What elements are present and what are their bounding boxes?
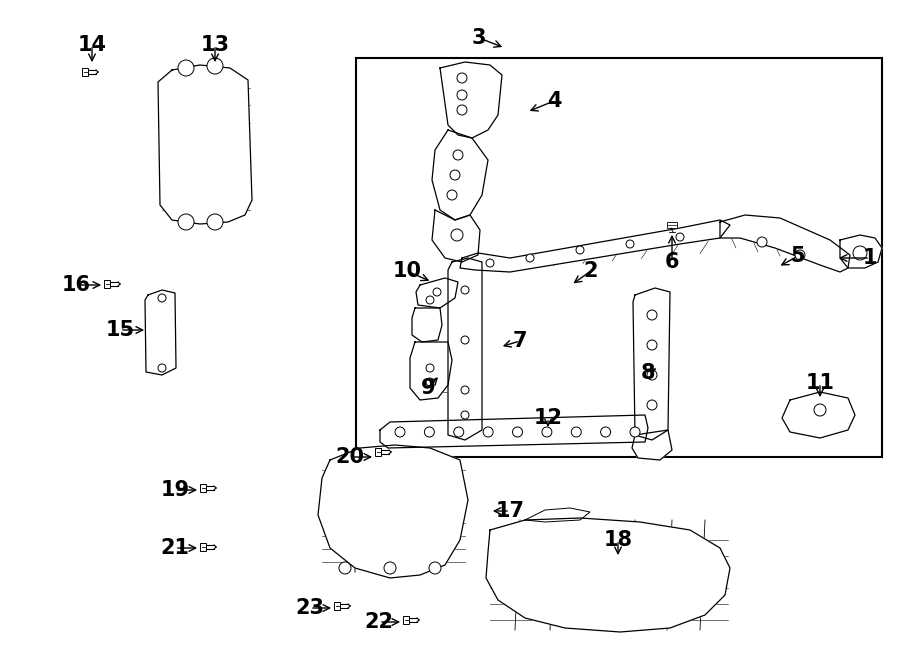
Circle shape	[461, 386, 469, 394]
Text: 14: 14	[77, 35, 106, 55]
Polygon shape	[158, 65, 252, 224]
Circle shape	[483, 427, 493, 437]
Circle shape	[486, 259, 494, 267]
Circle shape	[158, 294, 166, 302]
Text: 12: 12	[534, 408, 562, 428]
Polygon shape	[412, 308, 442, 342]
Text: 19: 19	[160, 480, 190, 500]
Circle shape	[433, 288, 441, 296]
Polygon shape	[525, 508, 590, 522]
Text: 11: 11	[806, 373, 834, 393]
Circle shape	[207, 58, 223, 74]
Bar	[375, 448, 381, 456]
Bar	[667, 222, 677, 228]
Polygon shape	[632, 430, 672, 460]
Text: 10: 10	[392, 261, 421, 281]
Circle shape	[757, 237, 767, 247]
Circle shape	[647, 340, 657, 350]
Text: 23: 23	[295, 598, 325, 618]
Circle shape	[384, 562, 396, 574]
Circle shape	[454, 427, 464, 437]
Text: 20: 20	[336, 447, 364, 467]
Circle shape	[451, 229, 463, 241]
Circle shape	[647, 400, 657, 410]
Polygon shape	[486, 518, 730, 632]
Circle shape	[425, 427, 435, 437]
Text: 7: 7	[513, 331, 527, 351]
Text: 22: 22	[364, 612, 393, 632]
Polygon shape	[440, 62, 502, 138]
Circle shape	[647, 310, 657, 320]
Circle shape	[426, 364, 434, 372]
Text: 8: 8	[641, 363, 655, 383]
Polygon shape	[416, 278, 458, 308]
Circle shape	[207, 214, 223, 230]
Bar	[200, 543, 205, 551]
Text: 1: 1	[863, 248, 878, 268]
Circle shape	[542, 427, 552, 437]
Circle shape	[426, 296, 434, 304]
Circle shape	[512, 427, 523, 437]
Text: 13: 13	[201, 35, 230, 55]
Circle shape	[526, 254, 534, 262]
Polygon shape	[432, 130, 488, 220]
Circle shape	[426, 378, 434, 386]
Circle shape	[630, 427, 640, 437]
Circle shape	[158, 364, 166, 372]
Circle shape	[626, 240, 634, 248]
Text: 17: 17	[496, 501, 525, 521]
Polygon shape	[840, 235, 882, 268]
Text: 5: 5	[791, 246, 806, 266]
Circle shape	[461, 411, 469, 419]
Polygon shape	[633, 288, 670, 440]
Circle shape	[395, 427, 405, 437]
Circle shape	[572, 427, 581, 437]
Text: 6: 6	[665, 252, 680, 272]
Polygon shape	[720, 215, 850, 272]
Polygon shape	[410, 342, 452, 400]
Polygon shape	[432, 210, 480, 262]
Circle shape	[339, 562, 351, 574]
Bar	[334, 602, 339, 610]
Bar	[104, 280, 110, 288]
Polygon shape	[380, 415, 648, 448]
Circle shape	[178, 214, 194, 230]
Text: 4: 4	[547, 91, 562, 111]
Text: 3: 3	[472, 28, 486, 48]
Polygon shape	[318, 445, 468, 578]
Circle shape	[647, 370, 657, 380]
Bar	[356, 58, 882, 457]
Circle shape	[814, 404, 826, 416]
Polygon shape	[460, 220, 730, 272]
Polygon shape	[782, 392, 855, 438]
Polygon shape	[448, 258, 482, 440]
Text: 16: 16	[61, 275, 91, 295]
Text: 2: 2	[584, 261, 598, 281]
Bar	[403, 616, 409, 624]
Circle shape	[457, 73, 467, 83]
Circle shape	[178, 60, 194, 76]
Circle shape	[457, 90, 467, 100]
Circle shape	[429, 562, 441, 574]
Circle shape	[600, 427, 610, 437]
Circle shape	[795, 250, 805, 260]
Text: 15: 15	[105, 320, 135, 340]
Bar	[200, 484, 205, 492]
Circle shape	[461, 336, 469, 344]
Bar	[82, 68, 87, 76]
Circle shape	[450, 170, 460, 180]
Text: 18: 18	[604, 530, 633, 550]
Circle shape	[457, 105, 467, 115]
Circle shape	[853, 246, 867, 260]
Circle shape	[461, 286, 469, 294]
Text: 9: 9	[420, 378, 436, 398]
Circle shape	[453, 150, 463, 160]
Circle shape	[676, 233, 684, 241]
Circle shape	[576, 246, 584, 254]
Circle shape	[447, 190, 457, 200]
Polygon shape	[145, 290, 176, 375]
Text: 21: 21	[160, 538, 190, 558]
